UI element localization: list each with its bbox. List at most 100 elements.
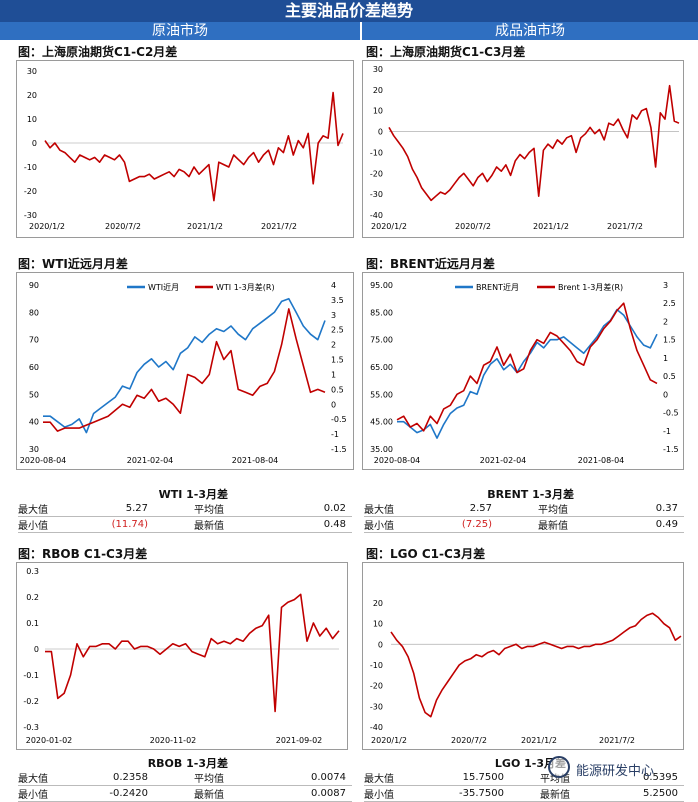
- stat-value: 15.7500: [424, 770, 510, 786]
- stat-value: 0.2358: [78, 770, 154, 786]
- table-row: 最大值 15.7500 平均值 0.5395: [364, 770, 684, 786]
- p5-y-tick: -0.3: [23, 723, 39, 732]
- p4-r-y-tick: 2.5: [663, 299, 676, 308]
- table-row: 最大值 2.57 平均值 0.37: [364, 501, 684, 517]
- chart-sc-c1c2: 30 20 10 0 -10 -20 -30 2020/1/2 2020/7/2 2021/1/2…: [16, 60, 354, 238]
- stat-label: 最新值: [154, 516, 274, 533]
- p6-y-tick: -40: [370, 723, 383, 732]
- p2-y-tick: 20: [373, 86, 383, 95]
- p1-y-tick: -20: [24, 187, 37, 196]
- p4-x-tick: 2020-08-04: [374, 456, 421, 465]
- stats-rbob-table: 最大值 0.2358 平均值 0.0074 最小值 -0.2420 最新值 0.…: [18, 770, 352, 802]
- stats-wti-table: 最大值 5.27 平均值 0.02 最小值 (11.74) 最新值 0.48: [18, 501, 352, 533]
- stat-label: 最小值: [364, 516, 424, 533]
- stats-brent-table: 最大值 2.57 平均值 0.37 最小值 (7.25) 最新值 0.49: [364, 501, 684, 533]
- stat-label: 平均值: [154, 770, 274, 786]
- p5-y-tick: 0.3: [26, 567, 39, 576]
- p5-y-tick: -0.2: [23, 697, 39, 706]
- stat-value: 0.02: [274, 501, 352, 517]
- p6-y-tick: -20: [370, 682, 383, 691]
- p5-series-line: [45, 593, 340, 713]
- stat-label: 平均值: [510, 770, 620, 786]
- stat-value: 0.0087: [274, 785, 352, 802]
- p5-y-tick: 0: [34, 645, 39, 654]
- p3-y-tick: 60: [29, 363, 39, 372]
- table-row: 最小值 (11.74) 最新值 0.48: [18, 516, 352, 533]
- caption-lgo: 图：LGO C1-C3月差: [366, 547, 486, 561]
- p2-x-tick: 2020/1/2: [371, 222, 407, 231]
- p4-r-y-tick: 0.5: [663, 372, 676, 381]
- p4-y-tick: 35.00: [370, 445, 393, 454]
- p6-x-tick: 2020/7/2: [451, 736, 487, 745]
- stat-label: 最大值: [18, 501, 78, 517]
- page-title: 主要油品价差趋势: [0, 0, 698, 22]
- stat-label: 最小值: [364, 785, 424, 802]
- p4-y-tick: 75.00: [370, 336, 393, 345]
- p6-y-tick: -10: [370, 661, 383, 670]
- p3-legend-label-a: WTI近月: [148, 282, 179, 292]
- stat-label: 最大值: [18, 770, 78, 786]
- chart-rbob: 0.3 0.2 0.1 0 -0.1 -0.2 -0.3 2020-01-02 2020-11-…: [16, 562, 348, 750]
- p3-y-tick: 90: [29, 281, 39, 290]
- chart-wti-svg: 90 80 70 60 50 40 30 4 3.5 3 2.5 2 1.5 1 0.5 0 -0.5 -1 -1.…: [20, 281, 347, 465]
- p6-x-tick: 2021/1/2: [521, 736, 557, 745]
- stats-wti-title: WTI 1-3月差: [158, 488, 228, 501]
- p4-y-tick: 95.00: [370, 281, 393, 290]
- stat-value: -0.2420: [78, 785, 154, 802]
- p6-y-tick: -30: [370, 702, 383, 711]
- p2-y-tick: -10: [370, 148, 383, 157]
- p1-y-tick: 0: [32, 139, 37, 148]
- p1-y-tick: -10: [24, 163, 37, 172]
- p4-y-tick: 45.00: [370, 418, 393, 427]
- caption-sc-c1c2: 图：上海原油期货C1-C2月差: [18, 45, 178, 59]
- p3-r-y-tick: -1: [331, 430, 339, 439]
- p5-x-tick: 2020-11-02: [150, 736, 197, 745]
- p4-legend-label-b: Brent 1-3月差(R): [558, 282, 623, 292]
- p5-x-tick: 2020-01-02: [26, 736, 73, 745]
- p2-series-line: [388, 84, 680, 202]
- chart-sc-c1c3: 30 20 10 0 -10 -20 -30 -40 2020/1/2 2020/7/2 2021/…: [362, 60, 684, 238]
- stat-label: 最新值: [498, 516, 618, 533]
- p3-x-tick: 2021-08-04: [232, 456, 279, 465]
- stat-label: 平均值: [498, 501, 618, 517]
- p4-r-y-tick: 0: [663, 390, 668, 399]
- p4-r-y-tick: -0.5: [663, 409, 679, 418]
- p4-r-y-tick: 1: [663, 354, 668, 363]
- p1-x-tick: 2021/1/2: [187, 222, 223, 231]
- p3-r-y-tick: 1: [331, 370, 336, 379]
- p6-y-tick: 20: [373, 599, 383, 608]
- p4-y-tick: 55.00: [370, 390, 393, 399]
- p3-r-y-tick: 3.5: [331, 296, 344, 305]
- caption-sc-c1c3: 图：上海原油期货C1-C3月差: [366, 45, 526, 59]
- p1-y-tick: 20: [27, 91, 37, 100]
- p1-x-tick: 2021/7/2: [261, 222, 297, 231]
- chart-lgo: 20 10 0 -10 -20 -30 -40 2020/1/2 2020/7/2 2021/1/…: [362, 562, 684, 750]
- stat-value: (7.25): [424, 516, 498, 533]
- stat-label: 最新值: [154, 785, 274, 802]
- p2-y-tick: -40: [370, 211, 383, 220]
- table-row: 最小值 -0.2420 最新值 0.0087: [18, 785, 352, 802]
- p3-r-y-tick: 4: [331, 281, 336, 290]
- p4-r-y-tick: -1.5: [663, 445, 679, 454]
- p1-x-tick: 2020/1/2: [29, 222, 65, 231]
- section-products: 成品油市场: [362, 22, 698, 40]
- p6-x-tick: 2020/1/2: [371, 736, 407, 745]
- p3-x-tick: 2021-02-04: [127, 456, 174, 465]
- p3-r-y-tick: 0.5: [331, 385, 344, 394]
- p6-y-tick: 10: [373, 620, 383, 629]
- p4-series-left: [397, 308, 658, 439]
- chart-brent: 95.00 85.00 75.00 65.00 55.00 45.00 35.00 3 2.5 2…: [362, 272, 684, 470]
- chart-lgo-svg: 20 10 0 -10 -20 -30 -40 2020/1/2 2020/7/2 2021/1/…: [370, 599, 682, 745]
- p6-x-tick: 2021/7/2: [599, 736, 635, 745]
- watermark-text: 能源研发中心: [576, 764, 655, 779]
- caption-wti: 图：WTI近远月月差: [18, 257, 128, 271]
- p2-y-tick: 30: [373, 65, 383, 74]
- stat-value: (11.74): [78, 516, 154, 533]
- p5-y-tick: 0.2: [26, 593, 39, 602]
- stat-label: 最大值: [364, 501, 424, 517]
- stat-label: 最小值: [18, 785, 78, 802]
- p4-legend-label-a: BRENT近月: [476, 282, 519, 292]
- p3-r-y-tick: 0: [331, 400, 336, 409]
- caption-brent: 图：BRENT近远月月差: [366, 257, 495, 271]
- p4-r-y-tick: 3: [663, 281, 668, 290]
